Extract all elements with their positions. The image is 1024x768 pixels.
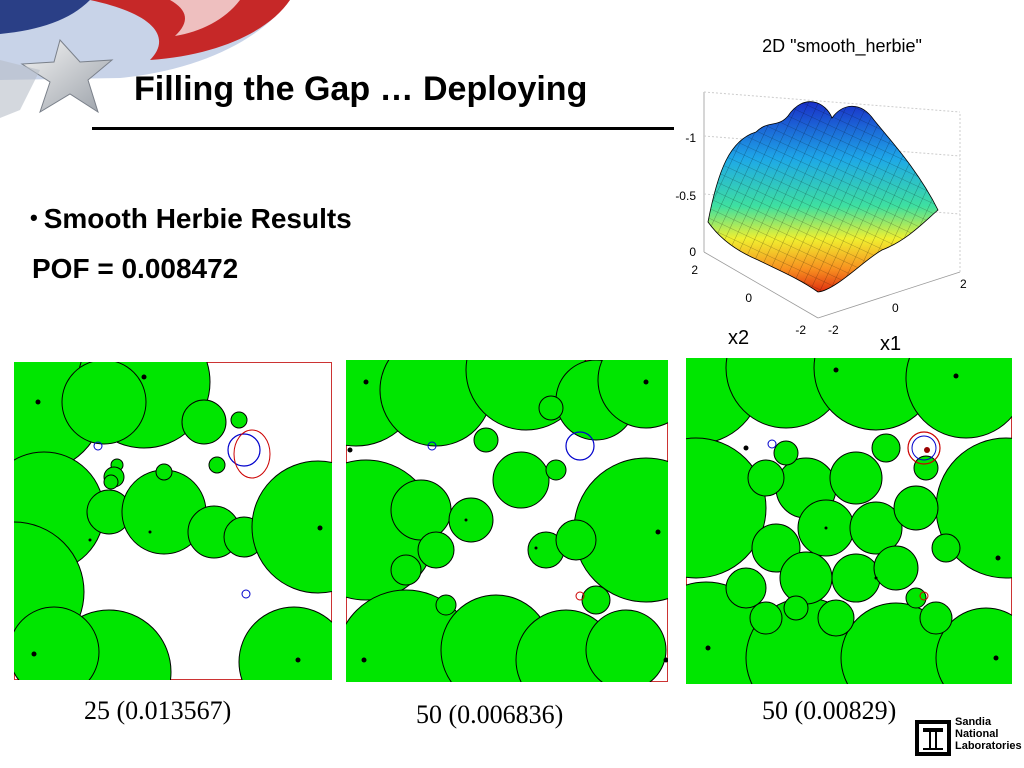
failure-region-marker [911, 435, 937, 461]
flag-star-decoration [0, 0, 290, 118]
x1-axis-label: x1 [880, 333, 901, 355]
x1-tick: 0 [892, 301, 899, 315]
sampling-panel-1 [14, 362, 332, 680]
logo-line: Laboratories [955, 740, 1022, 752]
x2-axis-label: x2 [728, 327, 749, 349]
failure-region-marker [227, 433, 261, 467]
sampling-panel-3 [686, 358, 1012, 684]
pof-value: POF = 0.008472 [32, 253, 239, 284]
failure-region-marker [907, 431, 941, 465]
plot3d-title: 2D "smooth_herbie" [762, 36, 922, 57]
logo-line: Sandia [955, 716, 992, 728]
x2-tick: 0 [745, 291, 752, 305]
sampling-panel-2 [346, 360, 668, 682]
panel-caption-1: 25 (0.013567) [84, 696, 232, 725]
x2-tick: 2 [691, 263, 698, 277]
logo-line: National [955, 728, 999, 740]
surface-plot-3d: 2D "smooth_herbie" -1 -0.5 0 2 0 -2 -2 0… [675, 36, 967, 355]
panel-caption-3: 50 (0.00829) [762, 696, 897, 725]
z-tick: -1 [685, 131, 696, 145]
x1-tick: 2 [960, 277, 967, 291]
z-tick: 0 [689, 245, 696, 259]
bullet-text: Smooth Herbie Results [43, 203, 352, 234]
slide-title: Filling the Gap … Deploying [134, 70, 588, 108]
failure-region-marker [565, 431, 595, 461]
logo-text: Sandia National Laboratories [955, 716, 1022, 752]
panel-caption-2: 50 (0.006836) [416, 700, 564, 729]
title-underline [92, 127, 674, 130]
z-tick: -0.5 [675, 189, 696, 203]
bullet-item: • Smooth Herbie Results [30, 203, 352, 235]
bullet-dot-icon: • [30, 205, 38, 230]
failure-region-marker [233, 429, 271, 479]
sandia-logo [915, 720, 951, 756]
x1-tick: -2 [828, 323, 839, 337]
x2-tick: -2 [795, 323, 806, 337]
